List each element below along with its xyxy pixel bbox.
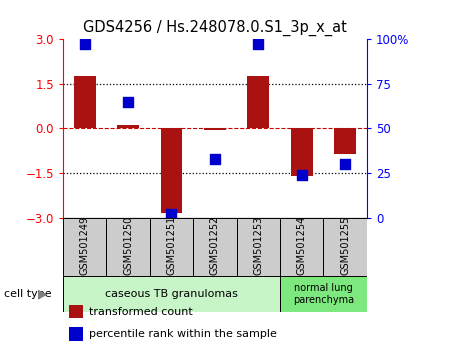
Text: GSM501249: GSM501249 [80, 216, 90, 275]
Text: transformed count: transformed count [89, 307, 193, 316]
Bar [324, 218, 367, 276]
Bar [74, 76, 95, 129]
Bar [248, 76, 269, 129]
Bar [69, 305, 83, 319]
Point [298, 172, 305, 178]
Text: GSM501251: GSM501251 [166, 216, 176, 275]
Bar [69, 327, 83, 341]
Text: caseous TB granulomas: caseous TB granulomas [105, 289, 238, 299]
Bar [150, 218, 193, 276]
Text: cell type: cell type [4, 289, 52, 299]
Bar [117, 125, 139, 129]
Text: GSM501253: GSM501253 [253, 216, 263, 275]
Text: normal lung
parenchyma: normal lung parenchyma [293, 283, 354, 305]
Point [212, 156, 219, 161]
Point [168, 211, 175, 217]
Point [125, 99, 132, 104]
Bar [161, 129, 182, 213]
Point [342, 161, 349, 167]
Title: GDS4256 / Hs.248078.0.S1_3p_x_at: GDS4256 / Hs.248078.0.S1_3p_x_at [83, 20, 347, 36]
Text: ▶: ▶ [38, 287, 48, 300]
Bar [204, 129, 226, 130]
Bar [280, 218, 324, 276]
Point [81, 41, 88, 47]
Bar [63, 276, 280, 312]
Text: GSM501250: GSM501250 [123, 216, 133, 275]
Bar [280, 276, 367, 312]
Bar [106, 218, 150, 276]
Text: percentile rank within the sample: percentile rank within the sample [89, 329, 277, 339]
Point [255, 41, 262, 47]
Bar [63, 218, 106, 276]
Bar [291, 129, 312, 176]
Bar [193, 218, 237, 276]
Bar [237, 218, 280, 276]
Text: GSM501255: GSM501255 [340, 216, 350, 275]
Text: GSM501254: GSM501254 [297, 216, 306, 275]
Bar [334, 129, 356, 154]
Text: GSM501252: GSM501252 [210, 216, 220, 275]
